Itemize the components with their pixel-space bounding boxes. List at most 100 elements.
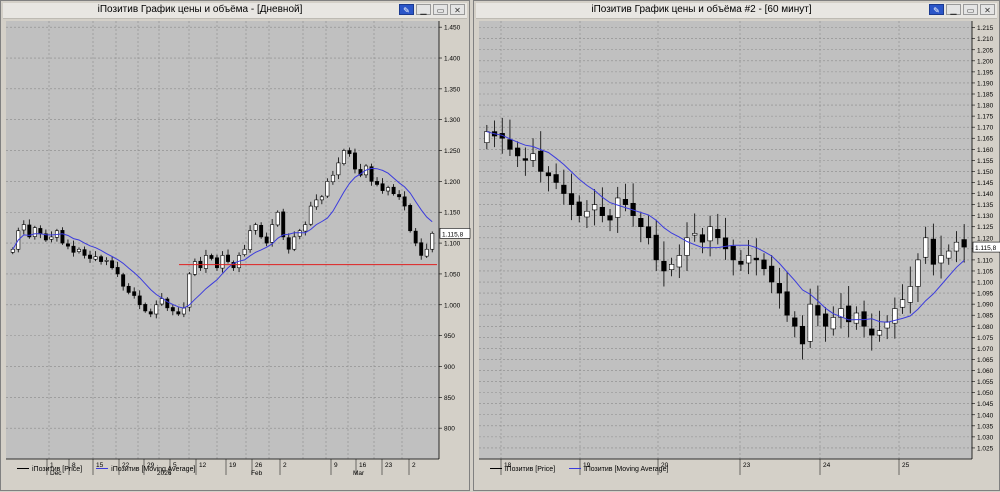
candle-body xyxy=(132,291,137,296)
candle-body xyxy=(892,308,898,324)
x-month-label: Mar xyxy=(353,470,365,477)
y-tick-label: 1.105 xyxy=(977,268,994,275)
candle-body xyxy=(32,227,37,237)
candle-body xyxy=(297,230,302,237)
y-tick-label: 1.150 xyxy=(444,210,461,217)
y-tick-label: 1.100 xyxy=(977,280,994,287)
candle-body xyxy=(730,245,736,261)
candle-body xyxy=(281,211,286,238)
y-tick-label: 1.050 xyxy=(444,271,461,278)
y-tick-label: 1.080 xyxy=(977,324,994,331)
candle-body xyxy=(638,218,644,228)
candle-body xyxy=(561,184,567,194)
candle-body xyxy=(622,198,629,205)
candle-body xyxy=(645,226,652,239)
hourly-chart-legend: iПозитив [Price] iПозитив [Moving Averag… xyxy=(490,463,668,475)
pin-icon[interactable]: ✎ xyxy=(399,4,414,15)
candle-body xyxy=(553,174,559,183)
candle-body xyxy=(397,194,402,198)
y-tick-label: 1.130 xyxy=(977,213,994,220)
candle-body xyxy=(330,174,335,183)
x-tick-label: 23 xyxy=(743,462,751,469)
candle-body xyxy=(226,254,230,262)
y-tick-label: 1.060 xyxy=(977,368,994,375)
y-tick-label: 1.140 xyxy=(977,191,994,198)
candle-body xyxy=(899,299,906,308)
legend-ma-item: iПозитив [Moving Average] xyxy=(569,466,668,473)
candle-body xyxy=(375,181,380,185)
y-tick-label: 1.250 xyxy=(444,148,461,155)
candle-body xyxy=(154,304,159,315)
candle-body xyxy=(369,166,374,182)
hourly-chart-window: iПозитив График цены и объёма #2 - [60 м… xyxy=(473,0,1000,491)
last-price-tag xyxy=(972,241,1000,253)
last-price-tag xyxy=(439,228,471,239)
minimize-button[interactable]: ▁ xyxy=(946,4,961,15)
candle-body xyxy=(325,181,330,197)
daily-price-chart[interactable]: 800 850 900 950 1.000 1.050 1.100 1.150 1.200 1.2… xyxy=(1,1,471,492)
candle-body xyxy=(303,224,308,232)
candle-body xyxy=(110,260,115,269)
candle-body xyxy=(77,248,81,252)
pin-icon[interactable]: ✎ xyxy=(929,4,944,15)
minimize-button[interactable]: ▁ xyxy=(416,4,431,15)
hourly-chart-titlebar[interactable]: iПозитив График цены и объёма #2 - [60 м… xyxy=(476,3,997,19)
x-tick-label: 22 xyxy=(122,462,130,469)
x-month-label: 2026 xyxy=(157,470,172,477)
y-tick-label: 1.075 xyxy=(977,335,994,342)
candle-body xyxy=(10,248,15,253)
candle-body xyxy=(792,317,798,327)
candle-body xyxy=(707,226,713,242)
candle-body xyxy=(347,150,352,154)
maximize-button[interactable]: ▭ xyxy=(963,4,978,15)
candle-body xyxy=(607,215,613,221)
candle-body xyxy=(938,255,944,264)
candle-body xyxy=(308,205,313,225)
candle-body xyxy=(215,257,219,269)
candle-body xyxy=(148,311,153,315)
candle-body xyxy=(21,224,26,231)
candle-body xyxy=(484,131,490,143)
candle-body xyxy=(82,249,87,256)
moving-average-line xyxy=(12,167,433,309)
x-tick-label: 16 xyxy=(359,462,367,469)
candle-body xyxy=(745,255,752,264)
x-tick-label: 18 xyxy=(504,462,512,469)
candle-body xyxy=(715,229,721,239)
last-price-label: 1.115,8 xyxy=(442,231,464,238)
y-tick-label: 900 xyxy=(444,364,455,371)
x-tick-label: 8 xyxy=(72,462,76,469)
y-tick-label: 1.350 xyxy=(444,86,461,93)
candle-body xyxy=(419,242,424,256)
candle-body xyxy=(961,239,967,248)
y-tick-label: 1.155 xyxy=(977,158,994,165)
y-tick-label: 950 xyxy=(444,333,455,340)
moving-average-line xyxy=(486,131,965,323)
y-tick-label: 850 xyxy=(444,395,455,402)
y-tick-label: 1.095 xyxy=(977,291,994,298)
candle-body xyxy=(846,305,852,323)
y-tick-label: 1.050 xyxy=(977,390,994,397)
y-tick-label: 1.035 xyxy=(977,423,994,430)
y-tick-label: 1.025 xyxy=(977,445,994,452)
hourly-price-chart[interactable]: 1.025 1.030 1.035 1.040 1.045 1.050 1.055 1.060… xyxy=(474,1,1000,492)
y-tick-label: 1.175 xyxy=(977,114,994,121)
candle-body xyxy=(408,205,413,232)
candle-body xyxy=(43,233,48,241)
candle-body xyxy=(99,256,104,262)
y-tick-label: 1.450 xyxy=(444,25,461,32)
maximize-button[interactable]: ▭ xyxy=(433,4,448,15)
x-month-label: Feb xyxy=(251,470,263,477)
daily-chart-titlebar[interactable]: iПозитив График цены и объёма - [Дневной… xyxy=(3,3,467,19)
x-month-label: Dec xyxy=(50,470,62,477)
candle-body xyxy=(699,234,706,243)
candle-body xyxy=(253,224,258,231)
candle-body xyxy=(661,260,667,272)
candle-body xyxy=(807,303,813,342)
candle-body xyxy=(187,273,192,308)
close-button[interactable]: ✕ xyxy=(980,4,995,15)
candle-body xyxy=(592,204,598,211)
candle-body xyxy=(220,255,225,269)
close-button[interactable]: ✕ xyxy=(450,4,465,15)
candle-body xyxy=(538,150,544,172)
